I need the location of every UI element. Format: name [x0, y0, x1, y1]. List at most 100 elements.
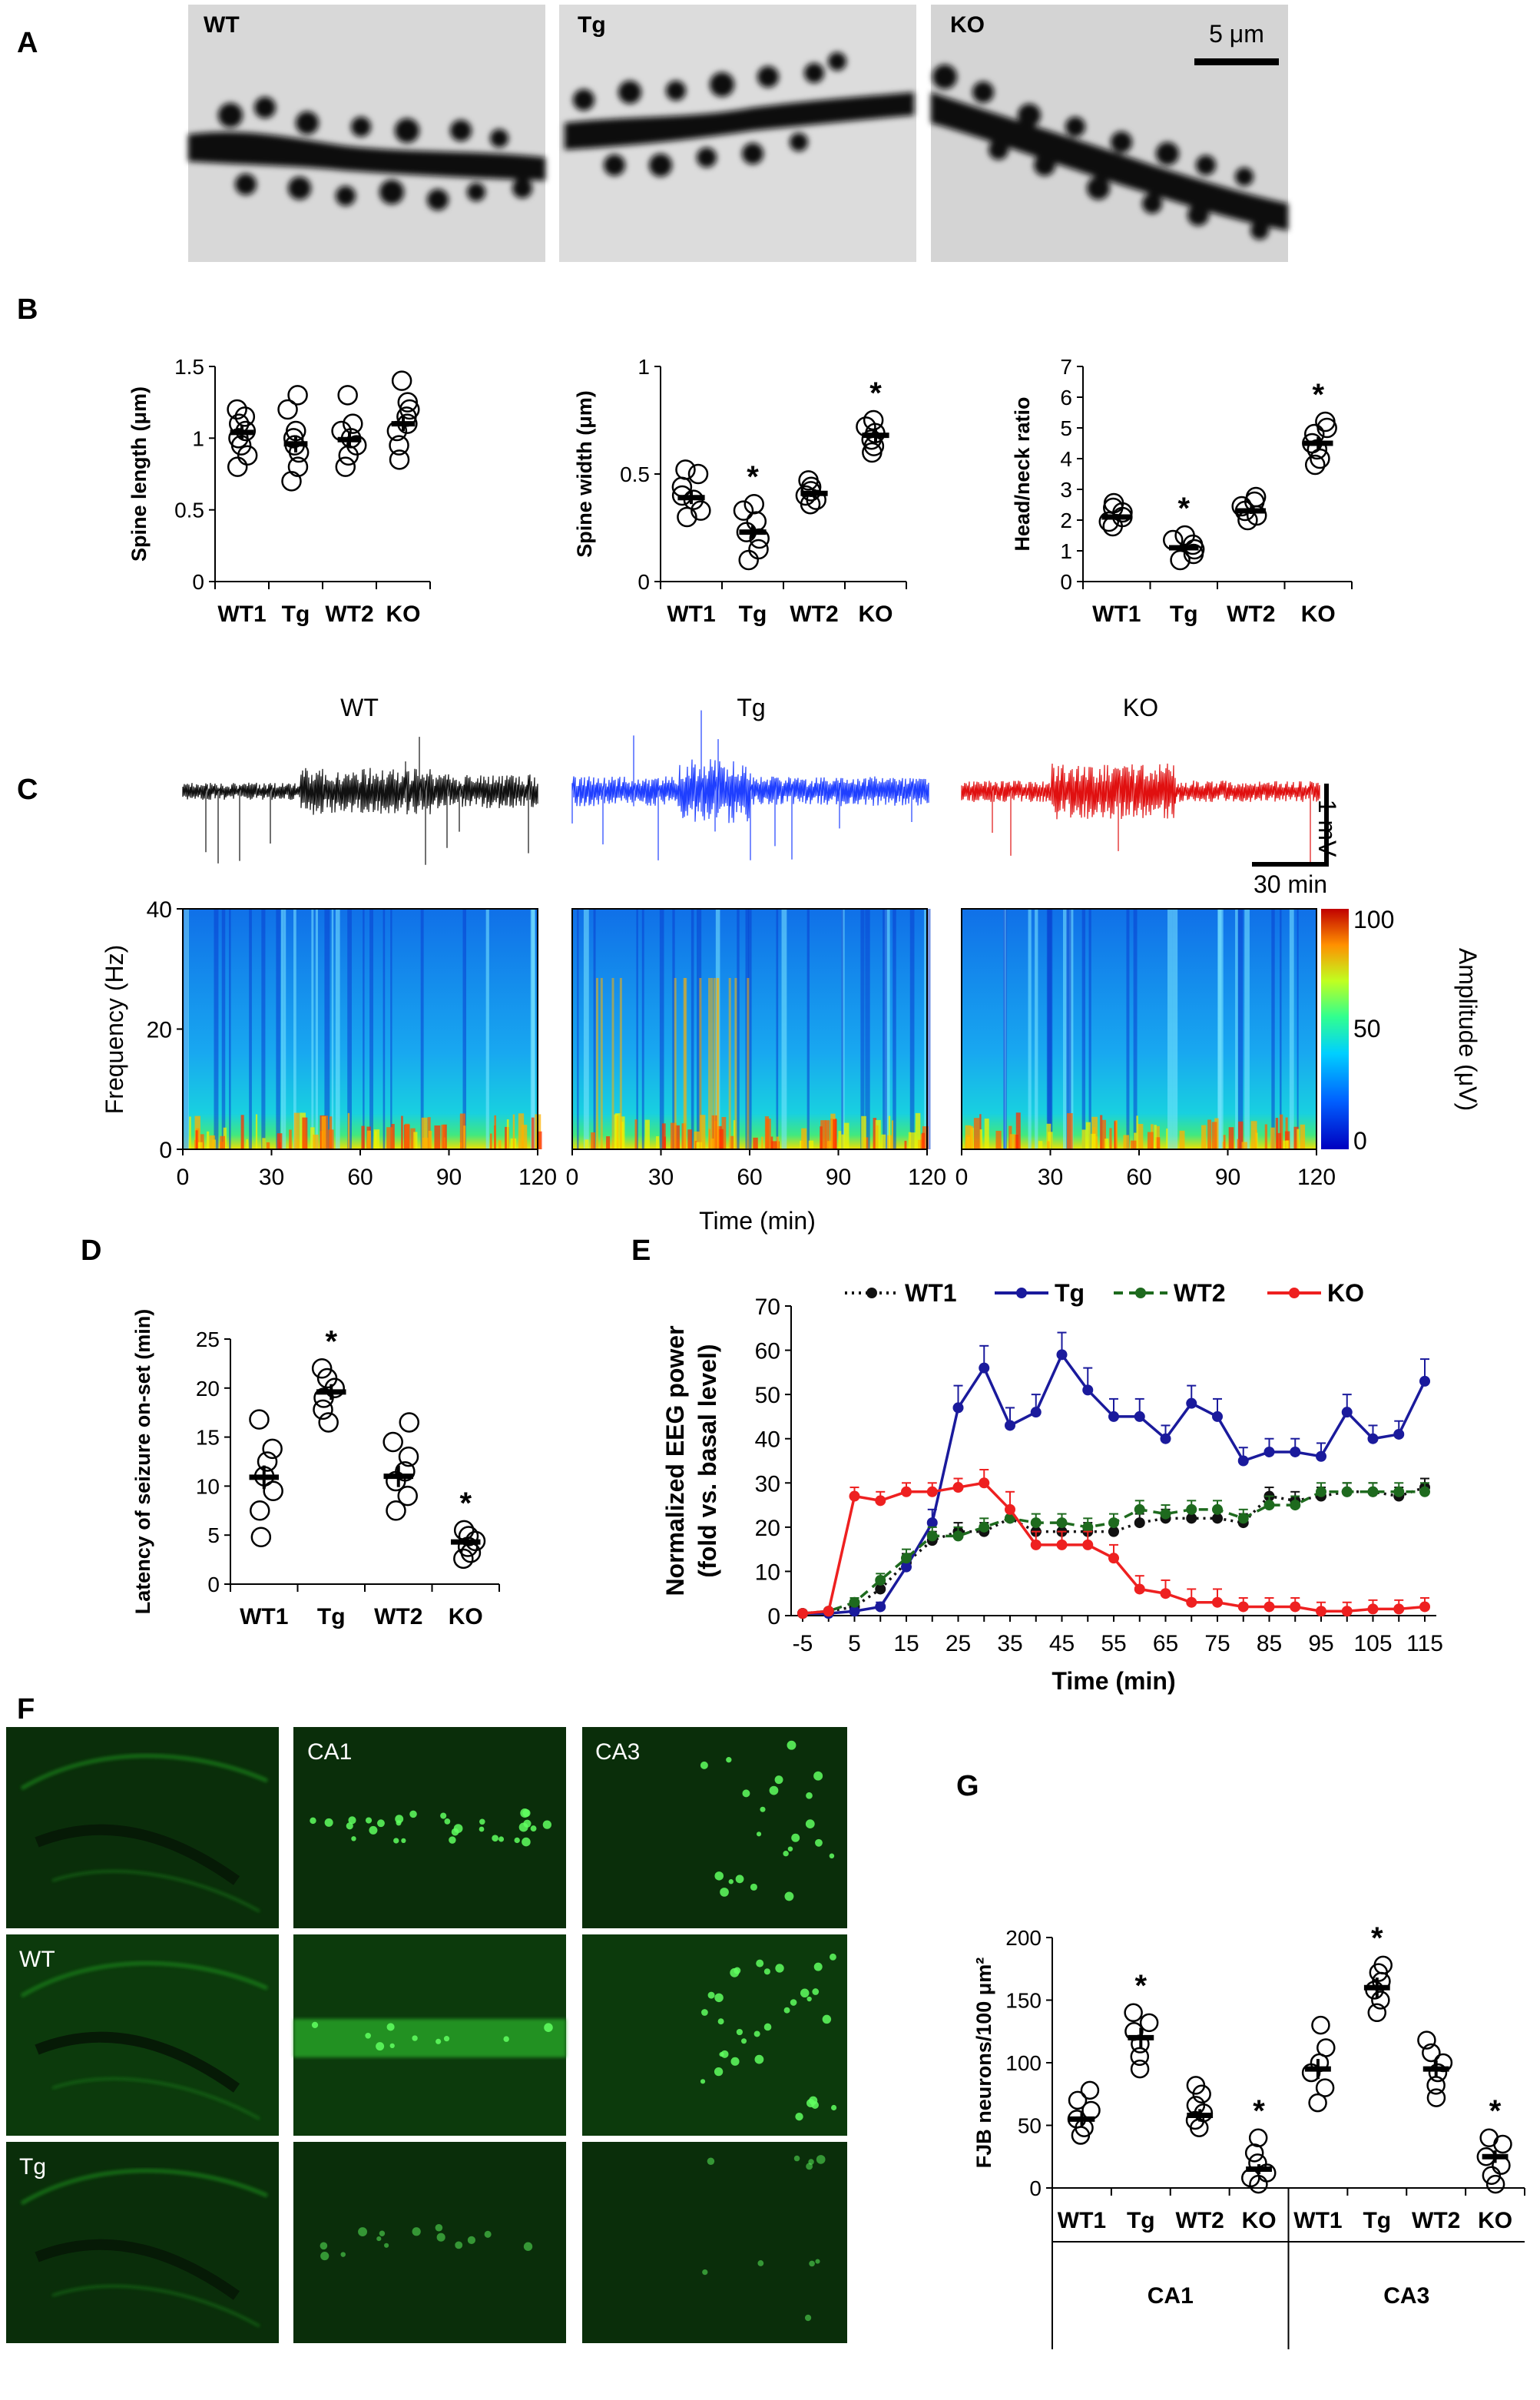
spectrogram-streak	[781, 909, 787, 1149]
spectrogram-burst	[1264, 1124, 1267, 1149]
data-point	[901, 1553, 912, 1564]
data-point	[1393, 1603, 1405, 1615]
spectrogram-burst	[873, 1118, 877, 1149]
spectrogram-streak	[1244, 909, 1250, 1149]
data-point	[1248, 2128, 1268, 2148]
data-point	[1056, 1539, 1068, 1550]
fjb-cell	[518, 1822, 528, 1832]
spectrogram-burst	[531, 1117, 535, 1149]
spectrogram-burst	[506, 1119, 509, 1149]
fjb-cell	[348, 1816, 356, 1825]
spectrogram-burst	[489, 1133, 492, 1149]
data-point	[1212, 1503, 1223, 1515]
fjb-cell	[815, 1838, 823, 1847]
y-tick-label: 70	[755, 1294, 780, 1320]
data-point	[1186, 2076, 1206, 2095]
spectrogram-streak	[530, 909, 535, 1149]
spectrogram-burst	[1270, 1127, 1275, 1149]
spectrogram-streak	[261, 909, 266, 1149]
y-tick-label: 20	[147, 1018, 172, 1043]
spectrogram-streak	[659, 909, 664, 1149]
spectrogram-burst	[591, 1132, 595, 1149]
data-point	[1212, 1410, 1223, 1422]
spectrogram-tg: 0 30 60 90 120	[566, 908, 946, 1190]
spectrogram-seizure-streak	[717, 978, 720, 1149]
y-tick-label: 10	[755, 1560, 780, 1585]
data-point	[1186, 1397, 1197, 1409]
series-tg	[797, 1331, 1430, 1619]
spectrogram-streak	[280, 909, 284, 1149]
spectrogram-streak	[1126, 909, 1130, 1149]
fjb-cell	[365, 2032, 371, 2039]
spectrogram-burst	[984, 1119, 989, 1149]
fjb-cell	[440, 1812, 447, 1819]
panel-label-e: E	[631, 1235, 651, 1267]
panel-label-f: F	[17, 1693, 35, 1725]
data-point	[281, 471, 302, 492]
spectrogram-streak	[363, 909, 365, 1149]
chart-b-head-neck-ratio: 0 1 2 3 4 5 6 7 WT1 Tg WT2 KO Head/neck ratio * *	[1011, 355, 1353, 627]
col-label-ca3: CA3	[595, 1739, 640, 1765]
spectrogram-streak	[926, 909, 931, 1149]
x-tick-label: 15	[893, 1631, 919, 1656]
data-point	[926, 1530, 938, 1542]
spectrogram-burst	[1297, 1129, 1300, 1149]
spectrogram-streak	[369, 909, 373, 1149]
spectrogram-burst	[391, 1123, 395, 1149]
spectrogram-streak	[420, 909, 424, 1149]
spectrogram-burst	[1283, 1140, 1289, 1149]
fjb-cell	[479, 1826, 485, 1832]
group-label-ca3: CA3	[1383, 2283, 1429, 2309]
fjb-cell	[753, 2030, 760, 2037]
fjb-cell	[719, 2051, 724, 2057]
fjb-cell	[707, 2157, 715, 2165]
micrograph-wt: WT	[188, 5, 545, 262]
data-point	[1315, 2078, 1335, 2097]
spectrogram-streak	[860, 909, 865, 1149]
spectrogram-burst	[195, 1130, 198, 1149]
fjb-cell	[800, 1988, 810, 1998]
spectrogram-burst	[1123, 1135, 1129, 1149]
data-point	[1134, 1583, 1145, 1595]
chart-g-fjb-neurons: 0 50 100 150 200 WT1 Tg WT2 KO WT1 Tg WT2 KO FJB neur…	[972, 1921, 1525, 2349]
spectrogram-streak	[1237, 909, 1244, 1149]
fjb-cell	[492, 1835, 499, 1842]
spectrogram-burst	[721, 1117, 727, 1149]
x-tick-label: 95	[1308, 1631, 1333, 1656]
fjb-cell	[730, 2057, 740, 2066]
cell-layer-curve	[20, 1754, 269, 1791]
data-point	[383, 1431, 403, 1453]
y-tick-label: 0	[767, 1604, 780, 1629]
panel-label-d: D	[81, 1235, 101, 1267]
scale-bar-50-label: 50 μm	[484, 2354, 548, 2379]
data-point	[1316, 1450, 1326, 1462]
y-axis-label: Head/neck ratio	[1011, 396, 1034, 551]
spectrogram-burst	[1101, 1119, 1106, 1149]
spectrogram-burst	[838, 1131, 842, 1149]
data-point	[313, 1399, 333, 1420]
data-point	[391, 370, 412, 391]
y-tick-label: 3	[1060, 478, 1072, 502]
y-tick-label: 6	[1060, 386, 1072, 409]
category-label: WT2	[325, 602, 373, 627]
category-label: KO	[449, 1604, 483, 1629]
x-tick-label: 120	[908, 1165, 946, 1190]
spectrogram-burst	[410, 1128, 416, 1149]
fjb-cell	[757, 2260, 764, 2266]
spectrogram-wt: 0 30 60 90 120 0 20 40	[147, 897, 557, 1190]
spectrogram-streak	[776, 909, 779, 1149]
data-point	[1139, 2013, 1159, 2033]
x-tick-label: 0	[177, 1165, 190, 1190]
data-point	[1005, 1513, 1015, 1524]
spectrogram-streak	[1280, 909, 1282, 1149]
fjb-cell	[436, 2233, 445, 2242]
spectrogram-burst	[434, 1125, 441, 1149]
y-tick-label: 0	[207, 1573, 220, 1596]
significance-star: *	[1253, 2094, 1265, 2128]
spectrogram-burst	[293, 1112, 300, 1149]
spectrogram-burst	[1280, 1114, 1283, 1149]
micrograph-tg: Tg	[559, 5, 916, 262]
fjb-cell	[806, 1996, 812, 2002]
category-label: WT2	[790, 602, 838, 627]
data-point	[1417, 2030, 1436, 2050]
